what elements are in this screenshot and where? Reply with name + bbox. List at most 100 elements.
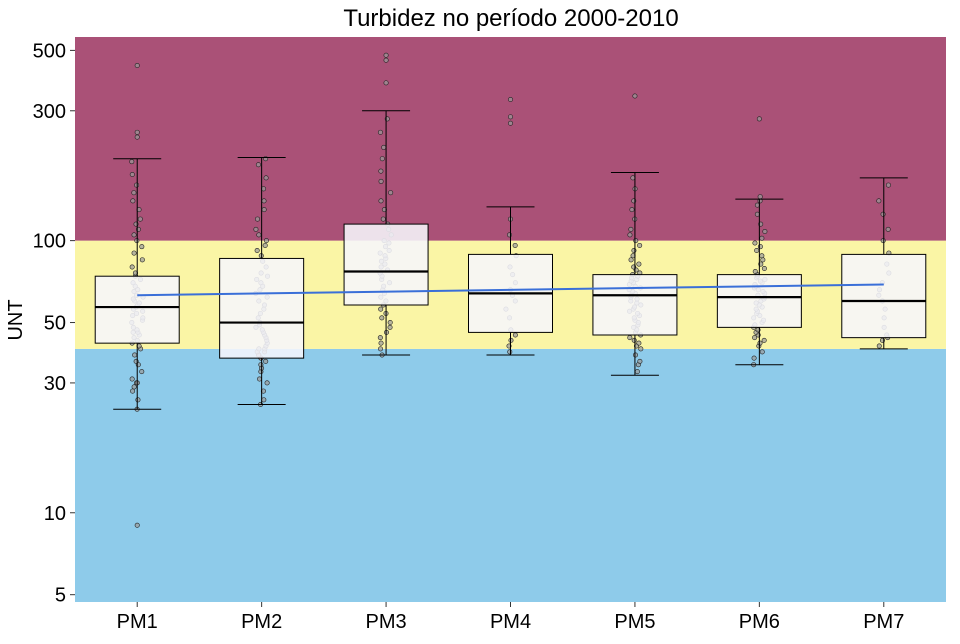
data-point <box>256 232 262 238</box>
y-axis-label: UNT <box>5 299 27 340</box>
y-tick-label: 30 <box>44 373 66 395</box>
data-point <box>629 207 635 213</box>
data-point <box>754 247 760 253</box>
data-point <box>253 226 259 232</box>
data-point <box>254 247 260 253</box>
box-body <box>716 274 802 328</box>
box-body <box>219 257 305 359</box>
x-tick-label: PM5 <box>614 611 655 633</box>
data-point <box>628 257 634 263</box>
data-point <box>634 369 640 375</box>
data-point <box>131 190 137 196</box>
outlier-point <box>134 129 140 135</box>
data-point <box>261 207 267 213</box>
data-point <box>378 178 384 184</box>
data-point <box>263 358 269 364</box>
box-body <box>94 275 180 344</box>
data-point <box>263 175 269 181</box>
data-point <box>757 244 763 250</box>
data-point <box>628 226 634 232</box>
x-tick-label: PM6 <box>739 611 780 633</box>
y-tick-label: 100 <box>33 231 66 253</box>
data-point <box>378 306 384 312</box>
x-tick-label: PM3 <box>366 611 407 633</box>
data-point <box>377 129 383 135</box>
data-point <box>378 198 384 204</box>
data-point <box>129 171 135 177</box>
data-point <box>131 250 137 256</box>
outlier-point <box>134 63 140 69</box>
data-point <box>759 349 765 355</box>
outlier-point <box>507 97 513 103</box>
data-point <box>759 235 765 241</box>
x-tick-label: PM4 <box>490 611 531 633</box>
data-point <box>129 159 135 165</box>
y-tick-label: 50 <box>44 313 66 335</box>
outlier-point <box>383 57 389 63</box>
y-tick-label: 5 <box>55 585 66 607</box>
box-pm6 <box>716 116 802 366</box>
data-point <box>378 346 384 352</box>
data-point <box>636 261 642 267</box>
outlier-point <box>383 80 389 86</box>
data-point <box>761 337 767 343</box>
data-point <box>254 216 260 222</box>
data-point <box>637 358 643 364</box>
data-point <box>636 340 642 346</box>
data-point <box>885 226 891 232</box>
data-point <box>387 320 393 326</box>
data-point <box>130 388 136 394</box>
outlier-point <box>632 93 638 99</box>
outlier-point <box>507 120 513 126</box>
data-point <box>261 198 267 204</box>
data-point <box>134 182 140 188</box>
data-point <box>388 190 394 196</box>
y-axis: 5 10 30 50 100 300 500 <box>33 40 75 607</box>
data-point <box>263 238 269 244</box>
y-tick-label: 10 <box>44 503 66 525</box>
data-point <box>129 376 135 382</box>
box-pm2 <box>219 157 305 405</box>
box-pm7 <box>841 177 927 350</box>
box-pm1 <box>94 63 180 528</box>
data-point <box>757 340 763 346</box>
data-point <box>139 257 145 263</box>
data-point <box>131 232 137 238</box>
box-pm5 <box>592 93 678 376</box>
chart-title: Turbidez no período 2000-2010 <box>343 5 678 32</box>
data-point <box>264 380 270 386</box>
data-point <box>876 198 882 204</box>
data-point <box>752 269 758 275</box>
data-point <box>880 238 886 244</box>
x-tick-label: PM2 <box>241 611 282 633</box>
data-point <box>135 397 141 403</box>
data-point <box>378 168 384 174</box>
outlier-point <box>134 522 140 528</box>
data-point <box>507 349 513 355</box>
box-body <box>841 253 927 339</box>
data-point <box>381 144 387 150</box>
x-tick-label: PM1 <box>117 611 158 633</box>
x-axis: PM1 PM2 PM3 PM4 PM5 PM6 PM7 <box>117 602 904 633</box>
data-point <box>139 244 145 250</box>
data-point <box>762 229 768 235</box>
data-point <box>512 242 518 248</box>
data-point <box>261 397 267 403</box>
background-band-1 <box>75 348 946 602</box>
data-point <box>131 384 137 390</box>
data-point <box>757 194 763 200</box>
data-point <box>876 343 882 349</box>
data-point <box>880 211 886 217</box>
data-point <box>132 352 138 358</box>
data-point <box>631 247 637 253</box>
outlier-point <box>134 134 140 140</box>
data-point <box>512 332 518 338</box>
data-point <box>139 369 145 375</box>
data-point <box>506 232 512 238</box>
data-point <box>258 362 264 368</box>
data-point <box>378 340 384 346</box>
data-point <box>257 376 263 382</box>
data-point <box>137 216 143 222</box>
